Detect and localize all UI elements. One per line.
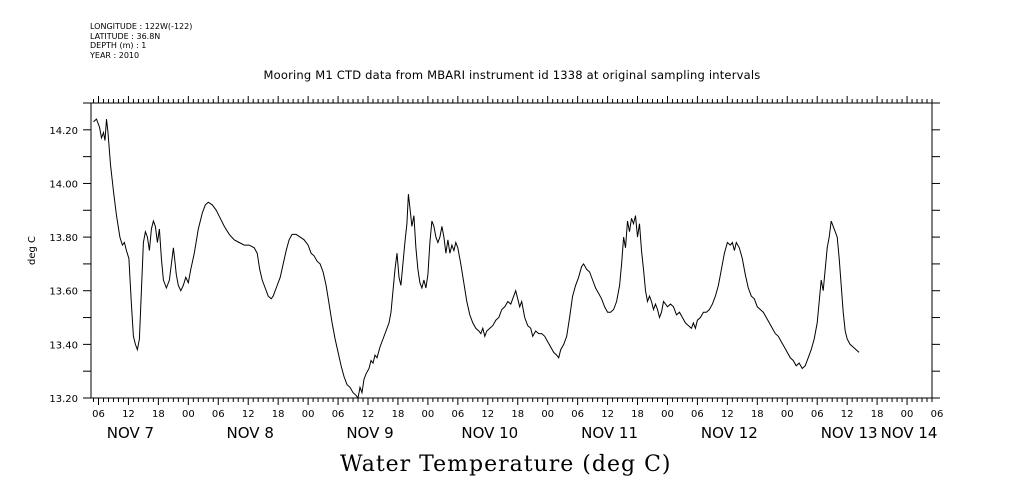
x-tick-label: 06	[571, 409, 584, 420]
x-tick-label: 06	[811, 409, 824, 420]
temperature-series-line	[93, 118, 860, 400]
x-tick-label: 12	[122, 409, 135, 420]
x-axis-label: Water Temperature (deg C)	[340, 452, 672, 477]
plot-frame	[90, 102, 933, 399]
x-tick-label: 06	[931, 409, 944, 420]
x-tick-label: 06	[92, 409, 105, 420]
x-tick-label: 00	[661, 409, 674, 420]
x-tick-label: 18	[751, 409, 764, 420]
x-tick-label: 00	[182, 409, 195, 420]
x-day-label: NOV 12	[701, 424, 758, 442]
x-tick-label: 06	[691, 409, 704, 420]
x-tick-label: 00	[781, 409, 794, 420]
x-tick-label: 12	[242, 409, 255, 420]
x-tick-label: 12	[841, 409, 854, 420]
y-tick-label: 14.00	[49, 179, 78, 190]
y-tick-label: 14.20	[49, 126, 78, 137]
x-tick-label: 00	[541, 409, 554, 420]
x-tick-label: 12	[721, 409, 734, 420]
x-tick-label: 06	[212, 409, 225, 420]
x-day-label: NOV 11	[581, 424, 638, 442]
chart-title: Mooring M1 CTD data from MBARI instrumen…	[263, 68, 761, 82]
x-day-label: NOV 9	[346, 424, 393, 442]
x-tick-label: 18	[152, 409, 165, 420]
x-day-label: NOV 13	[821, 424, 878, 442]
x-day-label: NOV 14	[881, 424, 938, 442]
x-tick-label: 00	[302, 409, 315, 420]
x-tick-label: 12	[481, 409, 494, 420]
metadata-block: LONGITUDE : 122W(-122) LATITUDE : 36.8N …	[90, 22, 192, 60]
x-tick-label: 12	[601, 409, 614, 420]
y-tick-label: 13.80	[49, 233, 78, 244]
y-tick-label: 13.40	[49, 340, 78, 351]
y-tick-label: 13.20	[49, 394, 78, 405]
x-tick-label: 18	[272, 409, 285, 420]
x-tick-label: 18	[511, 409, 524, 420]
year-label: YEAR : 2010	[90, 50, 140, 60]
x-tick-label: 06	[332, 409, 345, 420]
depth-label: DEPTH (m) : 1	[90, 41, 147, 50]
x-tick-label: 12	[362, 409, 375, 420]
x-day-label: NOV 8	[227, 424, 274, 442]
y-axis-label: deg C	[27, 236, 38, 265]
x-tick-label: 00	[901, 409, 914, 420]
x-tick-label: 06	[451, 409, 464, 420]
x-tick-label: 00	[422, 409, 435, 420]
x-tick-label: 18	[631, 409, 644, 420]
y-tick-label: 13.60	[49, 287, 78, 298]
x-day-label: NOV 10	[461, 424, 518, 442]
x-day-label: NOV 7	[107, 424, 154, 442]
latitude-label: LATITUDE : 36.8N	[90, 31, 161, 41]
x-tick-label: 18	[871, 409, 884, 420]
x-tick-label: 18	[392, 409, 405, 420]
longitude-label: LONGITUDE : 122W(-122)	[90, 22, 193, 31]
